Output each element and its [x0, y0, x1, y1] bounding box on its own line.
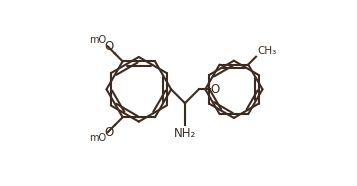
Text: O: O — [105, 126, 114, 139]
Text: mO: mO — [89, 133, 106, 143]
Text: O: O — [211, 83, 220, 96]
Text: O: O — [105, 40, 114, 53]
Text: mO: mO — [89, 35, 106, 45]
Text: CH₃: CH₃ — [257, 46, 276, 56]
Text: NH₂: NH₂ — [174, 127, 196, 140]
